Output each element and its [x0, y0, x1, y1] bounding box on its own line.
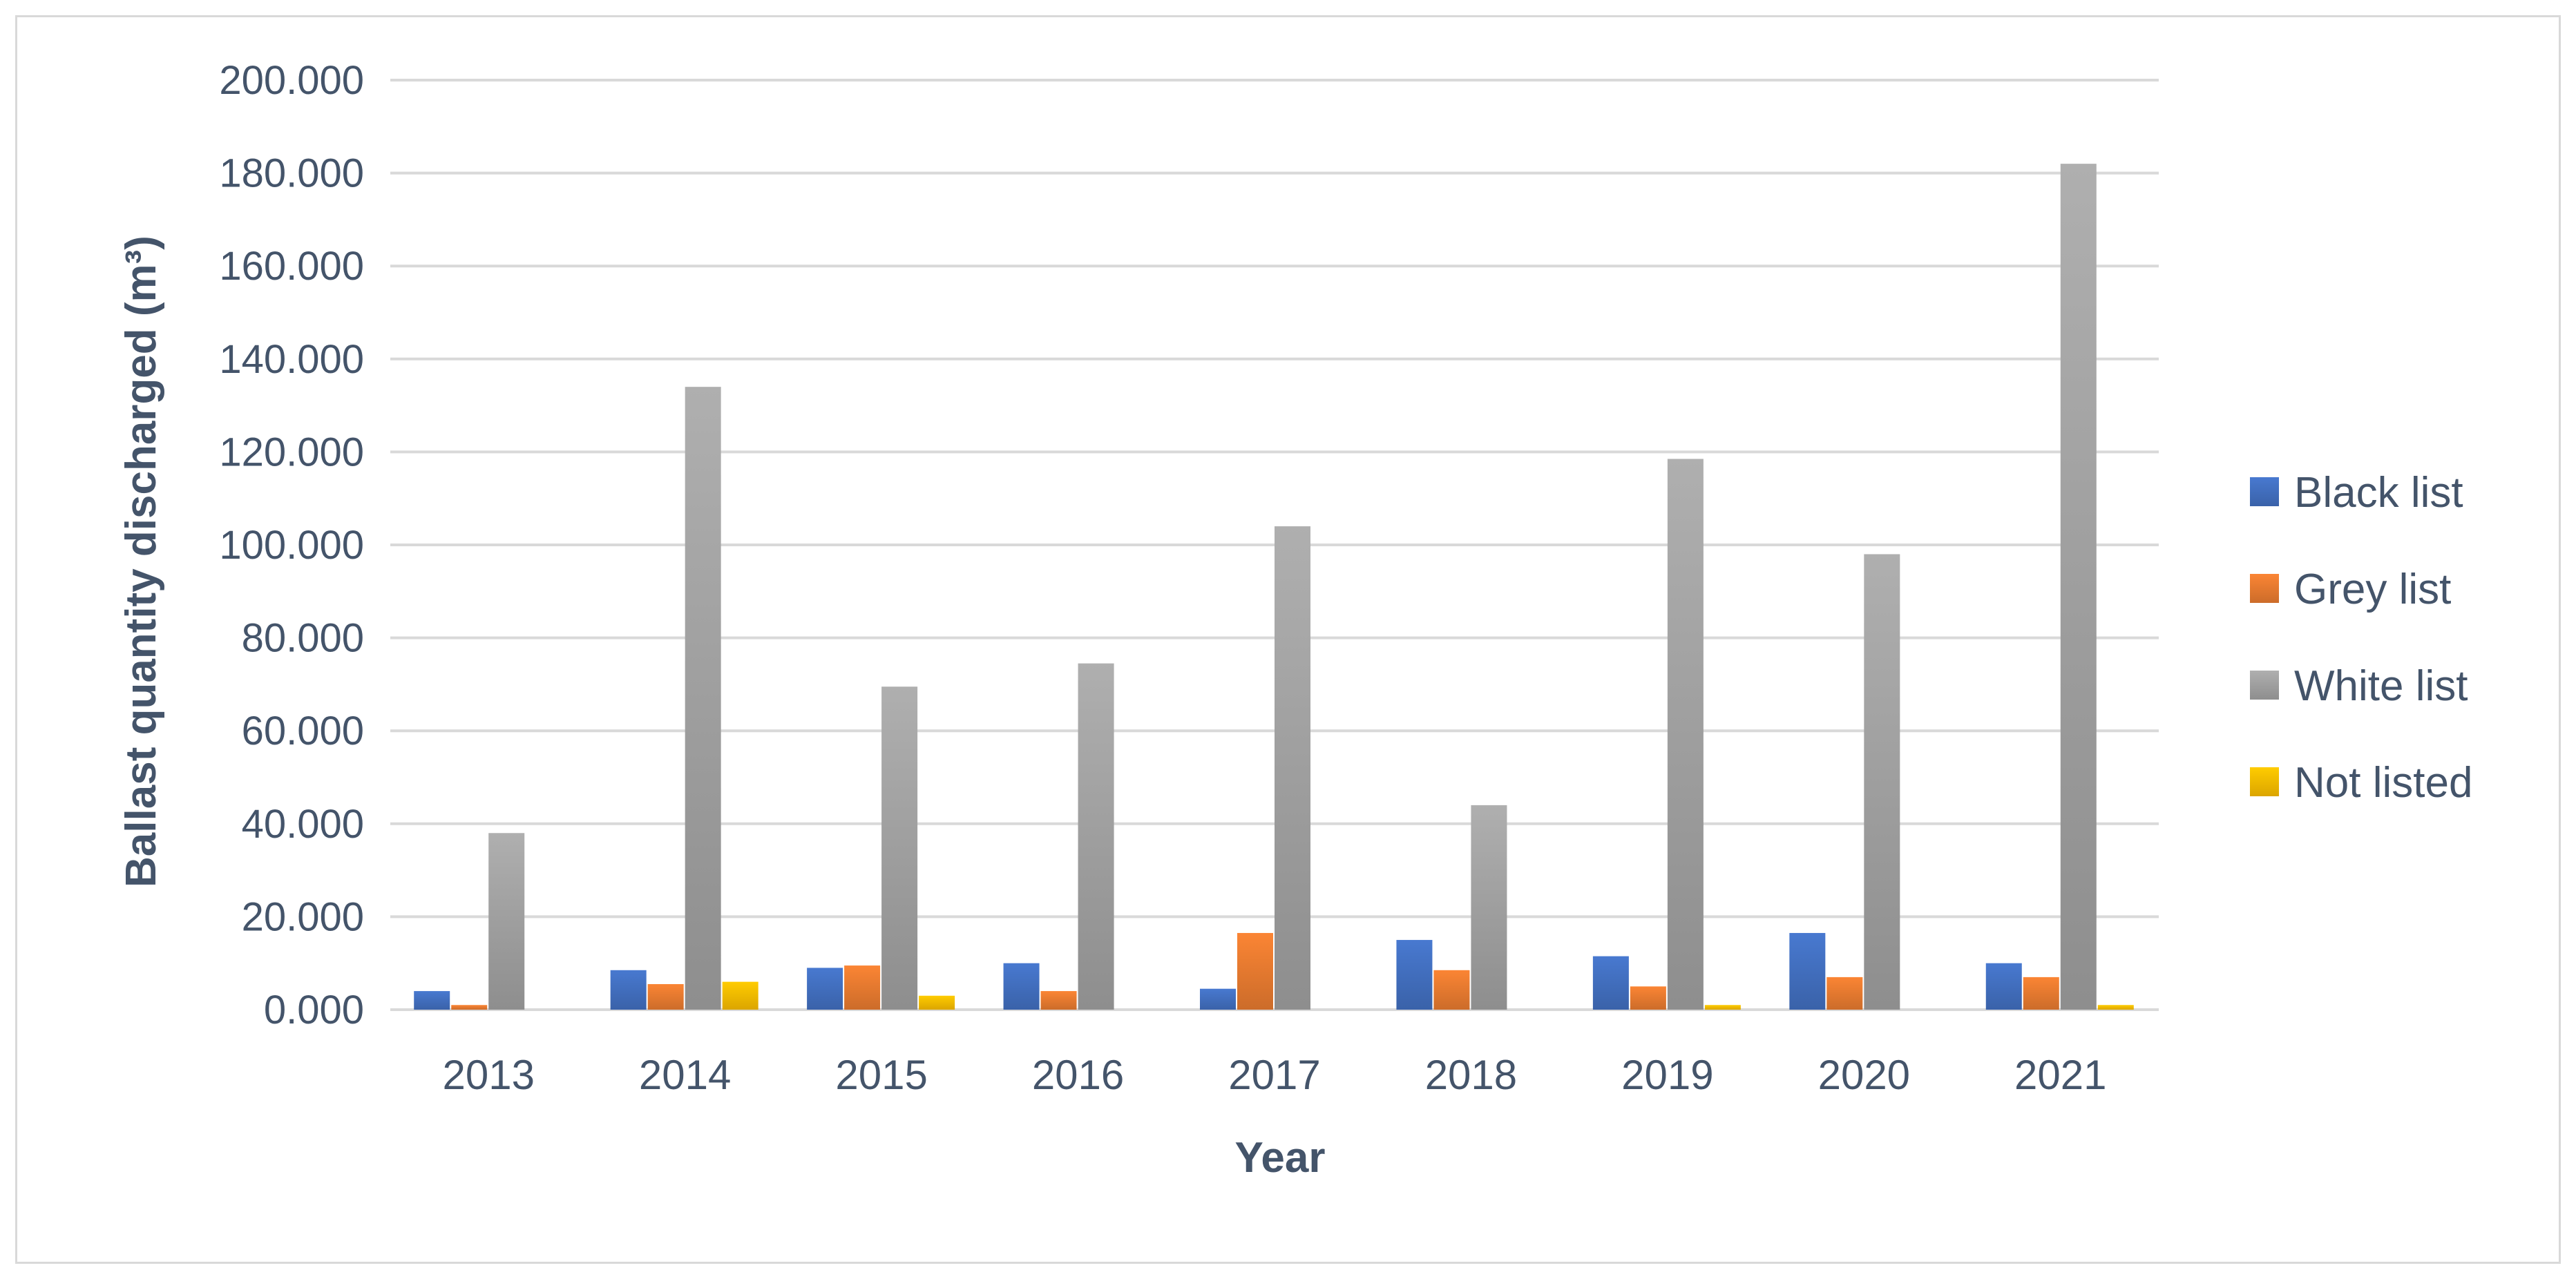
bar-white-list-2019	[1667, 459, 1704, 1010]
bar-black-list-2018	[1396, 940, 1433, 1010]
bar-black-list-2019	[1592, 956, 1629, 1010]
chart-frame: 0.000 20.000 40.000 60.000 80.000 100.000 120.…	[15, 15, 2561, 1264]
y-tick-label: 80.000	[242, 616, 364, 661]
x-tick-label: 2017	[1228, 1052, 1320, 1098]
bar-white-list-2017	[1275, 526, 1310, 1010]
bar-grey-list-2015	[844, 965, 881, 1010]
bar-grey-list-2021	[2023, 977, 2059, 1010]
bar-black-list-2014	[610, 970, 647, 1010]
x-tick-label: 2016	[1032, 1052, 1124, 1098]
x-tick-label: 2015	[835, 1052, 927, 1098]
x-tick-label: 2018	[1425, 1052, 1517, 1098]
bar-not-listed-2015	[919, 995, 955, 1010]
bar-grey-list-2017	[1237, 932, 1273, 1010]
bar-white-list-2020	[1864, 554, 1900, 1010]
bar-white-list-2016	[1078, 663, 1114, 1010]
y-tick-label: 100.000	[219, 523, 364, 568]
bar-black-list-2020	[1789, 932, 1826, 1010]
bar-grey-list-2019	[1630, 986, 1666, 1010]
x-tick-label: 2014	[639, 1052, 731, 1098]
bar-black-list-2015	[807, 968, 843, 1010]
bar-black-list-2013	[414, 991, 450, 1010]
x-axis-title: Year	[1234, 1134, 1325, 1182]
bar-chart: 0.000 20.000 40.000 60.000 80.000 100.000 120.…	[117, 58, 2472, 1182]
bars	[414, 164, 2134, 1010]
legend: Black list Grey list White list Not listed	[2250, 469, 2472, 807]
legend-label: Not listed	[2294, 759, 2472, 807]
legend-swatch-black-list	[2250, 477, 2279, 506]
bar-black-list-2017	[1200, 988, 1236, 1010]
bar-not-listed-2019	[1704, 1005, 1741, 1010]
bar-grey-list-2013	[451, 1005, 488, 1010]
y-axis-title: Ballast quantity discharged (m³)	[117, 235, 165, 887]
y-tick-label: 140.000	[219, 337, 364, 382]
legend-swatch-white-list	[2250, 671, 2279, 700]
bar-not-listed-2014	[722, 981, 759, 1010]
x-tick-label: 2021	[2014, 1052, 2106, 1098]
y-tick-label: 160.000	[219, 244, 364, 289]
y-tick-label: 40.000	[242, 802, 364, 847]
legend-swatch-not-listed	[2250, 767, 2279, 796]
bar-white-list-2013	[488, 833, 525, 1010]
bar-grey-list-2014	[647, 983, 684, 1010]
y-tick-label: 60.000	[242, 709, 364, 753]
bar-white-list-2018	[1471, 805, 1507, 1010]
legend-label: Black list	[2294, 469, 2463, 517]
x-axis-ticks: 2013 2014 2015 2016 2017 2018 2019 2020 2021	[442, 1052, 2106, 1098]
y-tick-label: 120.000	[219, 430, 364, 474]
bar-black-list-2021	[1985, 963, 2022, 1010]
legend-label: Grey list	[2294, 566, 2451, 613]
y-tick-label: 200.000	[219, 58, 364, 103]
bar-white-list-2021	[2060, 164, 2097, 1010]
legend-swatch-grey-list	[2250, 574, 2279, 603]
bar-white-list-2015	[881, 686, 918, 1010]
x-tick-label: 2019	[1621, 1052, 1713, 1098]
bar-black-list-2016	[1003, 963, 1040, 1010]
bar-grey-list-2020	[1826, 977, 1863, 1010]
bar-not-listed-2021	[2097, 1005, 2134, 1010]
bar-grey-list-2016	[1040, 991, 1077, 1010]
y-tick-label: 20.000	[242, 894, 364, 939]
bar-white-list-2014	[685, 387, 721, 1010]
x-tick-label: 2013	[442, 1052, 534, 1098]
x-tick-label: 2020	[1818, 1052, 1910, 1098]
y-tick-label: 0.000	[264, 988, 364, 1032]
y-axis-ticks: 0.000 20.000 40.000 60.000 80.000 100.000 120.…	[219, 58, 364, 1032]
legend-label: White list	[2294, 662, 2468, 710]
bar-grey-list-2018	[1433, 970, 1470, 1010]
y-tick-label: 180.000	[219, 151, 364, 196]
